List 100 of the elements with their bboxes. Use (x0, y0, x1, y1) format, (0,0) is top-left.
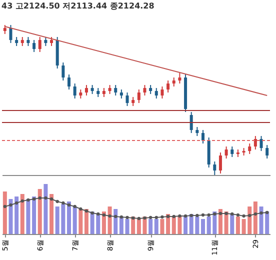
point (3, 204, 6, 208)
point (84, 209, 88, 213)
candlestick (224, 146, 228, 159)
point (207, 213, 210, 217)
point (166, 214, 170, 218)
point (79, 207, 82, 211)
point (108, 214, 112, 218)
candlestick (38, 36, 42, 52)
point (172, 214, 176, 218)
point (32, 197, 36, 201)
point (26, 198, 30, 202)
candlestick (73, 83, 76, 99)
point (184, 214, 188, 218)
candlestick (32, 40, 36, 52)
bar (148, 219, 153, 234)
point (236, 213, 240, 217)
point (190, 214, 193, 218)
candlestick (213, 161, 216, 176)
point (260, 211, 263, 215)
bar (44, 184, 48, 234)
candlestick (178, 72, 182, 84)
candlestick (260, 136, 263, 152)
candlestick (166, 80, 170, 93)
point (120, 215, 124, 219)
bar (224, 212, 228, 234)
bar (78, 209, 83, 234)
bar (108, 206, 112, 234)
point (213, 212, 216, 216)
bar (154, 219, 158, 234)
bar (84, 209, 88, 234)
point (254, 212, 258, 216)
candlestick (160, 86, 164, 99)
bar (26, 199, 30, 234)
point (90, 211, 94, 215)
candlestick (218, 152, 222, 174)
bar (160, 219, 164, 234)
bar (102, 212, 106, 234)
point (114, 214, 118, 218)
bar (230, 214, 234, 234)
bar (201, 219, 205, 234)
bar (50, 194, 54, 234)
point (62, 201, 65, 205)
bar (125, 219, 130, 234)
bar (20, 194, 24, 234)
point (56, 200, 59, 204)
candlestick (266, 144, 269, 159)
point (9, 203, 12, 207)
point (126, 216, 129, 220)
point (154, 216, 158, 220)
candlestick (202, 130, 204, 144)
candlestick (207, 137, 210, 168)
point (102, 213, 106, 217)
candlestick (9, 24, 12, 44)
point (38, 196, 42, 200)
candlestick (62, 62, 65, 81)
bar (38, 189, 42, 234)
point (73, 204, 76, 208)
candlestick (126, 92, 129, 106)
candlestick (84, 84, 88, 96)
candlestick (154, 88, 158, 99)
point (14, 201, 18, 205)
point (132, 216, 135, 220)
point (67, 203, 71, 207)
point (96, 212, 100, 216)
point (196, 214, 199, 218)
bar (67, 202, 71, 234)
bar (114, 209, 118, 234)
point (44, 196, 48, 200)
point (224, 212, 228, 216)
point (143, 216, 146, 220)
point (178, 214, 182, 218)
point (266, 210, 269, 214)
point (160, 215, 164, 219)
bar (236, 216, 240, 234)
candlestick (68, 74, 70, 90)
point (137, 216, 140, 220)
bar (14, 196, 19, 234)
chart-title: 43 고2124.50 저2113.44 종2124.28 (2, 2, 155, 10)
candlestick (230, 146, 234, 158)
bar (32, 196, 36, 234)
point (242, 214, 246, 218)
bar (2, 192, 7, 234)
bar (184, 216, 188, 234)
bar (8, 199, 13, 234)
bar (72, 206, 77, 234)
point (248, 214, 252, 218)
bar (218, 209, 222, 234)
point (20, 199, 24, 203)
candlestick (190, 112, 193, 134)
candlestick (143, 84, 146, 96)
point (50, 197, 54, 201)
candlestick (137, 89, 140, 104)
bar (119, 216, 124, 234)
bar (253, 202, 258, 234)
candlestick (248, 143, 252, 154)
point (218, 212, 222, 216)
candlestick (254, 136, 257, 150)
point (230, 212, 234, 216)
candlestick (114, 84, 118, 96)
point (148, 216, 152, 220)
